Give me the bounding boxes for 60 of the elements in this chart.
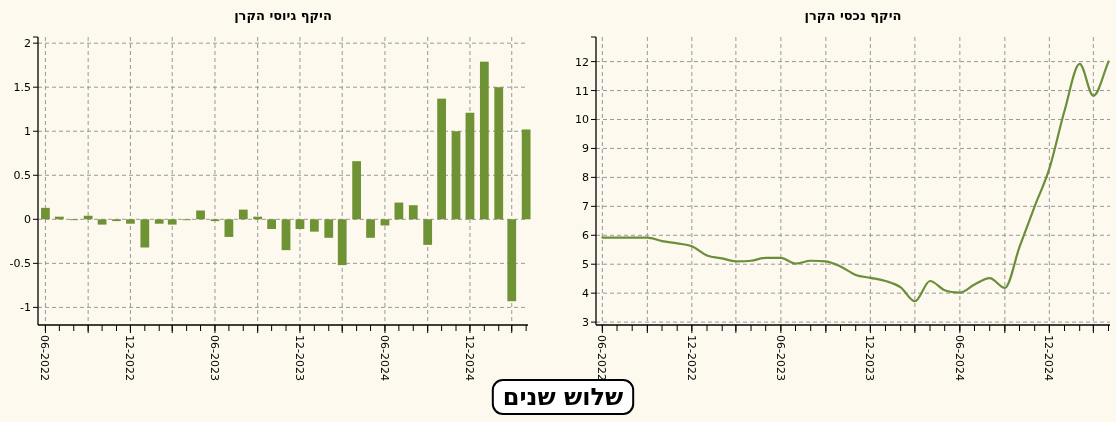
y-tick-label: -1 — [20, 301, 31, 315]
bar — [196, 210, 205, 220]
y-tick-label: 7 — [582, 200, 589, 214]
x-tick-label: 12-2023 — [863, 335, 877, 381]
bar — [309, 219, 319, 232]
y-tick-label: 9 — [582, 142, 589, 156]
bar — [281, 219, 291, 251]
x-tick-label: 12-2024 — [1042, 335, 1056, 381]
y-tick-label: -0.5 — [9, 257, 31, 271]
y-tick-label: 0.5 — [13, 169, 31, 183]
bar — [521, 129, 531, 220]
bar — [408, 205, 418, 220]
text: שלוש שנים — [502, 383, 624, 411]
bar — [337, 219, 347, 266]
x-tick-label: 12-2023 — [292, 335, 306, 381]
bar — [126, 219, 135, 224]
chart-title: היקף גיוסי הקרן — [234, 8, 332, 23]
bar — [451, 131, 461, 220]
bar — [140, 219, 150, 248]
x-tick-label: 12-2024 — [462, 335, 476, 381]
x-tick-label: 12-2022 — [123, 335, 137, 381]
bar — [295, 219, 305, 229]
bar — [97, 219, 107, 225]
bar — [267, 219, 276, 229]
bar — [224, 219, 234, 237]
bar — [238, 209, 248, 220]
bar — [507, 219, 517, 302]
bar — [167, 219, 177, 225]
bar — [437, 98, 446, 220]
bar — [352, 161, 361, 220]
y-tick-label: 10 — [575, 113, 589, 127]
bar — [494, 87, 504, 220]
y-tick-label: 6 — [582, 229, 589, 243]
bar — [465, 112, 475, 220]
y-tick-label: 1 — [24, 125, 31, 139]
x-tick-label: 06-2024 — [377, 335, 391, 381]
line-series — [601, 60, 1110, 303]
y-tick-label: 2 — [24, 37, 31, 51]
y-tick-label: 3 — [582, 316, 589, 330]
x-tick-label: 06-2022 — [38, 335, 52, 381]
bar — [324, 219, 334, 238]
x-tick-label: 06-2024 — [952, 335, 966, 381]
y-tick-label: 12 — [575, 55, 589, 69]
chart-title: היקף נכסי הקרן — [804, 8, 902, 23]
x-tick-label: 06-2023 — [773, 335, 787, 381]
y-tick-label: 4 — [582, 287, 589, 301]
y-tick-label: 11 — [575, 84, 589, 98]
bar — [423, 219, 433, 245]
y-tick-label: 5 — [582, 258, 589, 272]
y-tick-label: 8 — [582, 171, 589, 185]
x-tick-label: 06-2022 — [595, 335, 609, 381]
bar — [154, 219, 164, 224]
bar — [394, 202, 404, 220]
x-tick-label: 06-2023 — [207, 335, 221, 381]
y-tick-label: 1.5 — [13, 81, 31, 95]
bar — [479, 61, 489, 220]
bar — [41, 207, 50, 220]
y-tick-label: 0 — [24, 213, 31, 227]
x-tick-label: 12-2022 — [684, 335, 698, 381]
bar — [366, 219, 375, 238]
